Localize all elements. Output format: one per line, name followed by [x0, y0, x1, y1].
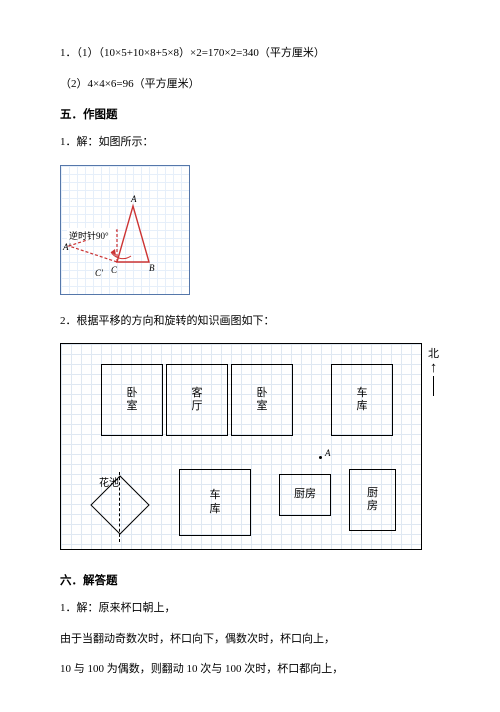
- label-A2: A': [63, 242, 70, 252]
- north-arrow-stem: [433, 376, 434, 396]
- room-garage2: 车 库: [179, 469, 251, 536]
- figure1-grid: A B C A' C' 逆时针90°: [60, 165, 190, 295]
- sec5-a1: 1．解：如图所示：: [60, 134, 440, 151]
- sec6-l2: 由于当翻动奇数次时，杯口向下，偶数次时，杯口向上，: [60, 631, 440, 648]
- section6-title: 六．解答题: [60, 572, 440, 588]
- room-bedroom2-label: 卧 室: [257, 387, 268, 413]
- sec5-a2: 2．根据平移的方向和旋转的知识画图如下：: [60, 313, 440, 330]
- room-bedroom1-label: 卧 室: [127, 387, 138, 413]
- label-C2: C': [95, 268, 103, 278]
- room-kitchen: 厨房: [279, 474, 331, 516]
- garden-axis: [119, 472, 120, 542]
- pointA-dot: [319, 456, 322, 459]
- q1-part2: （2）4×4×6=96（平方厘米）: [60, 76, 440, 93]
- figure1-wrap: A B C A' C' 逆时针90°: [60, 165, 440, 295]
- room-kitchen2: 厨 房: [349, 469, 396, 531]
- rotation-annot: 逆时针90°: [69, 229, 109, 242]
- room-garage2-label: 车 库: [210, 489, 221, 515]
- north-label: 北: [428, 345, 439, 361]
- room-garage1-label: 车 库: [357, 387, 368, 413]
- figure2-plan: 卧 室 客 厅 卧 室 车 库 花池 车 库 厨房 厨 房 A: [60, 343, 422, 550]
- sec6-l3: 10 与 100 为偶数，则翻动 10 次与 100 次时，杯口都向上，: [60, 661, 440, 678]
- north-arrow-icon: ↑: [430, 361, 438, 376]
- room-kitchen-label: 厨房: [294, 488, 316, 501]
- room-kitchen2-label: 厨 房: [367, 487, 378, 513]
- room-bedroom1: 卧 室: [101, 364, 163, 436]
- q1-part1: 1．（1）（10×5+10×8+5×8）×2=170×2=340（平方厘米）: [60, 45, 440, 62]
- label-C: C: [111, 265, 117, 275]
- north-indicator: 北 ↑: [428, 345, 439, 396]
- section5-title: 五．作图题: [60, 106, 440, 122]
- label-B: B: [149, 263, 155, 273]
- room-living-label: 客 厅: [192, 387, 203, 413]
- pointA-label: A: [325, 448, 331, 458]
- label-A: A: [131, 194, 137, 204]
- triangle-original: [117, 206, 149, 262]
- room-bedroom2: 卧 室: [231, 364, 293, 436]
- room-living: 客 厅: [166, 364, 228, 436]
- room-garage1: 车 库: [331, 364, 393, 436]
- figure2-outer: 卧 室 客 厅 卧 室 车 库 花池 车 库 厨房 厨 房 A 北 ↑: [60, 343, 440, 550]
- sec6-l1: 1．解：原来杯口朝上，: [60, 600, 440, 617]
